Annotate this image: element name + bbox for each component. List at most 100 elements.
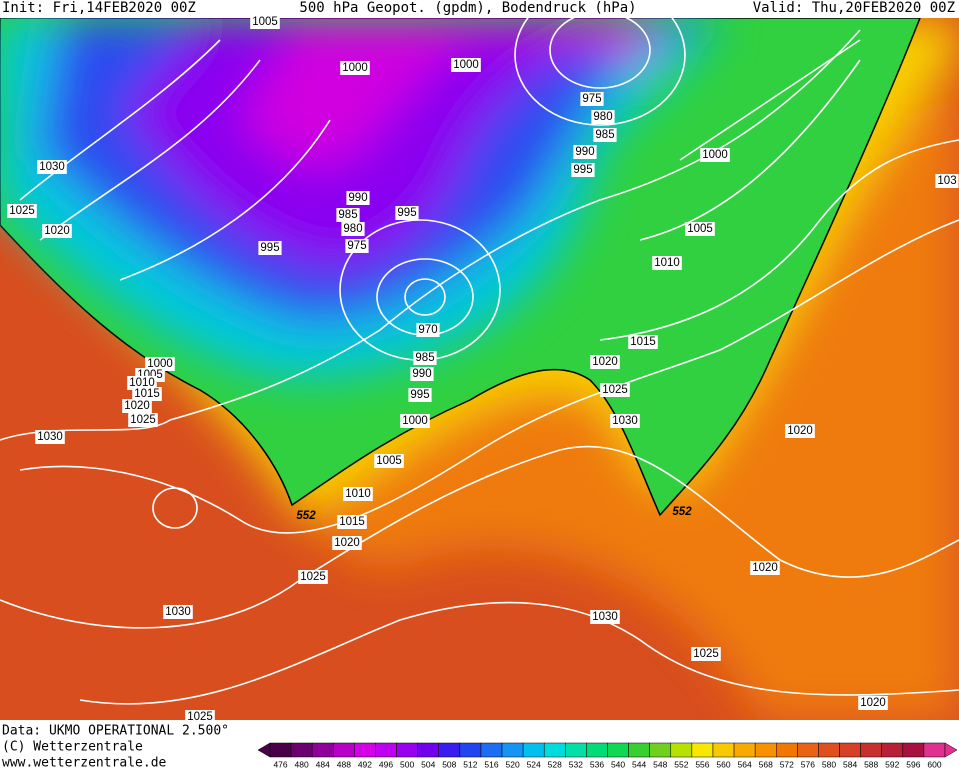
label-box	[600, 383, 630, 397]
isobar-label: 1010	[345, 488, 371, 500]
label-box	[7, 204, 37, 218]
map-field	[0, 18, 959, 720]
scale-label: 600	[927, 759, 941, 769]
scale-swatch	[586, 742, 608, 758]
label-box	[128, 413, 158, 427]
label-box	[691, 647, 721, 661]
scale-swatch	[754, 742, 777, 758]
label-box	[591, 110, 615, 124]
scale-label: 484	[316, 759, 330, 769]
label-box	[336, 208, 360, 222]
isobar-label: 975	[347, 240, 366, 252]
label-box	[127, 376, 157, 390]
scale-label: 588	[864, 759, 878, 769]
isobar-label: 1020	[334, 537, 360, 549]
isobar-label: 1030	[592, 611, 618, 623]
label-box	[685, 222, 715, 236]
label-box	[346, 191, 370, 205]
label-box	[185, 710, 215, 724]
scale-label: 528	[548, 759, 562, 769]
scale-swatch	[396, 742, 418, 758]
scale-swatch	[691, 742, 714, 758]
label-box	[298, 570, 328, 584]
scale-label: 480	[295, 759, 309, 769]
valid-time: Valid: Thu,20FEB2020 00Z	[753, 0, 955, 16]
isobar-label: 990	[348, 192, 367, 204]
label-box	[935, 174, 959, 188]
isobar-label: 103	[937, 175, 956, 187]
isobar-label: 970	[418, 324, 437, 336]
label-box	[340, 61, 370, 75]
label-box	[374, 454, 404, 468]
label-box	[35, 430, 65, 444]
isobar-label: 1025	[130, 414, 156, 426]
scale-swatch	[797, 742, 819, 758]
scale-swatch	[269, 742, 292, 758]
scale-swatch	[501, 742, 524, 758]
label-box	[42, 224, 72, 238]
map-title: 500 hPa Geopot. (gpdm), Bodendruck (hPa)	[299, 0, 636, 16]
label-box	[610, 414, 640, 428]
scale-swatch	[628, 742, 650, 758]
isobar-label: 1015	[630, 336, 656, 348]
scale-swatch	[311, 742, 334, 758]
data-source: Data: UKMO OPERATIONAL 2.500°	[2, 724, 229, 739]
label-box	[122, 399, 152, 413]
scale-swatch	[923, 742, 946, 758]
scale-label: 540	[611, 759, 625, 769]
scale-label: 536	[590, 759, 604, 769]
label-box	[343, 487, 373, 501]
isobar-label: 1030	[39, 161, 65, 173]
isobar-label: 1020	[752, 562, 778, 574]
scale-label: 504	[421, 759, 435, 769]
scale-swatch	[333, 742, 355, 758]
label-box	[571, 163, 595, 177]
isobar-label: 990	[575, 146, 594, 158]
isobar-label: 995	[410, 389, 429, 401]
label-box	[573, 145, 597, 159]
label-box	[37, 160, 67, 174]
scale-label: 476	[273, 759, 287, 769]
scale-swatch	[290, 742, 313, 758]
label-box	[250, 15, 280, 29]
scale-swatch	[438, 742, 461, 758]
isobar-label: 1000	[402, 415, 428, 427]
scale-swatch	[543, 742, 566, 758]
scale-swatch	[733, 742, 756, 758]
scale-label: 532	[569, 759, 583, 769]
scale-swatch	[522, 742, 545, 758]
scale-label: 568	[759, 759, 773, 769]
label-box	[145, 357, 175, 371]
isobar-label: 1020	[787, 425, 813, 437]
label-box	[593, 128, 617, 142]
label-box	[345, 239, 369, 253]
scale-label: 564	[738, 759, 752, 769]
label-box	[785, 424, 815, 438]
isobar-label: 1020	[44, 225, 70, 237]
scale-label: 592	[885, 759, 899, 769]
isobar-label: 1015	[134, 388, 160, 400]
label-box	[258, 241, 282, 255]
label-box	[395, 206, 419, 220]
isobar-label: 1005	[376, 455, 402, 467]
isobar-label: 1020	[860, 697, 886, 709]
scale-label: 556	[695, 759, 709, 769]
isobar-label: 985	[595, 129, 614, 141]
scale-label: 576	[801, 759, 815, 769]
label-box	[132, 387, 162, 401]
isobar-label: 1025	[300, 571, 326, 583]
label-box	[341, 222, 365, 236]
label-box	[652, 256, 682, 270]
scale-swatch	[649, 742, 672, 758]
label-box	[337, 515, 367, 529]
isobar-label: 1025	[9, 205, 35, 217]
scale-label: 584	[843, 759, 857, 769]
scale-swatch	[417, 742, 439, 758]
scale-swatch	[818, 742, 840, 758]
scale-label: 500	[400, 759, 414, 769]
scale-swatch	[881, 742, 904, 758]
scale-swatch	[607, 742, 629, 758]
label-box	[413, 351, 437, 365]
isobars	[0, 18, 959, 705]
isobar-label: 1000	[342, 62, 368, 74]
